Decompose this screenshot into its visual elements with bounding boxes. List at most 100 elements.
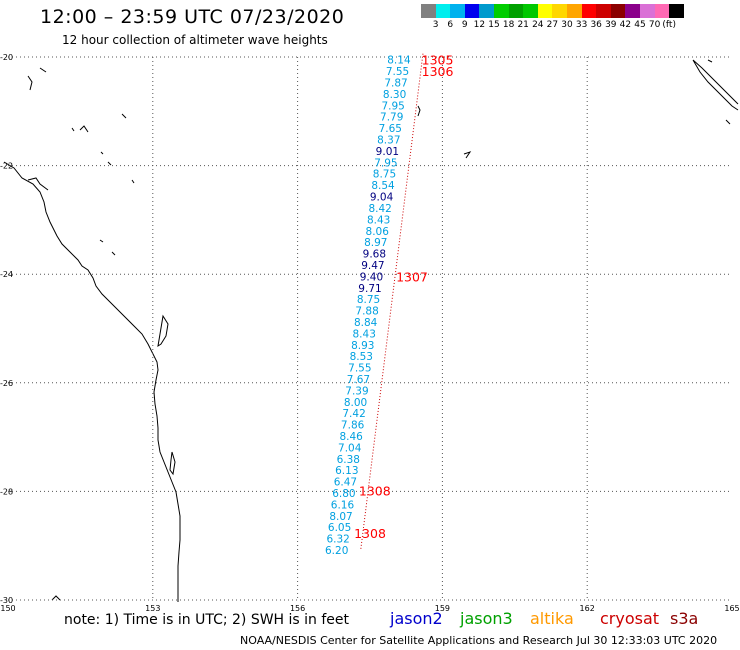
satellite-legend-cryosat: cryosat bbox=[600, 609, 660, 628]
wave-height-value: 9.01 bbox=[376, 146, 399, 158]
wave-height-value: 7.87 bbox=[384, 78, 407, 90]
longitude-label: 159 bbox=[435, 604, 450, 613]
wave-height-value: 7.42 bbox=[342, 408, 365, 420]
scale-label: 6 bbox=[447, 20, 454, 30]
latitude-label: -24 bbox=[0, 270, 13, 279]
wave-height-value: 7.65 bbox=[379, 123, 402, 135]
time-marker: 1307 bbox=[396, 269, 428, 284]
scale-swatch bbox=[639, 4, 655, 18]
small-island-5 bbox=[111, 251, 116, 256]
wave-height-value: 6.47 bbox=[334, 477, 357, 489]
scale-swatch bbox=[421, 4, 436, 18]
scale-label: 39 bbox=[605, 20, 617, 30]
latitude-label: -28 bbox=[0, 487, 13, 496]
small-island-4 bbox=[131, 179, 135, 184]
footer-note: note: 1) Time is in UTC; 2) SWH is in fe… bbox=[64, 612, 350, 628]
wave-height-value: 7.39 bbox=[345, 385, 368, 397]
isle-of-pines bbox=[725, 119, 731, 125]
reef-fragment-2 bbox=[27, 75, 33, 91]
wave-height-value: 8.75 bbox=[373, 169, 396, 181]
scale-label: 45 bbox=[634, 20, 646, 30]
wave-height-value: 8.46 bbox=[339, 431, 363, 443]
small-island-3 bbox=[107, 161, 112, 166]
wave-height-value: 8.93 bbox=[351, 340, 374, 352]
wave-height-value: 7.55 bbox=[348, 363, 371, 375]
moreton-island bbox=[169, 451, 176, 476]
latitude-label: -22 bbox=[0, 162, 13, 171]
wave-height-value: 7.04 bbox=[338, 442, 362, 454]
wave-height-value: 8.37 bbox=[377, 135, 400, 147]
wave-height-value: 6.32 bbox=[326, 534, 349, 546]
reef-fragment-1 bbox=[39, 67, 47, 73]
time-marker: 1305 bbox=[422, 53, 454, 68]
graticule bbox=[8, 56, 732, 601]
new-caledonia-coastline bbox=[692, 59, 739, 111]
time-marker: 1308 bbox=[354, 526, 386, 541]
chesterfield-island bbox=[417, 105, 421, 117]
scale-swatch bbox=[610, 4, 626, 18]
scale-swatch bbox=[537, 4, 553, 18]
scale-label: 3 bbox=[432, 20, 439, 30]
wave-height-scale: 3 6 9 12 15 18 21 24 27 30 33 36 39 42 45 70 (ft) bbox=[421, 4, 684, 32]
wave-height-value: 7.88 bbox=[355, 306, 378, 318]
scale-label: (ft) bbox=[662, 20, 676, 30]
wave-height-value: 9.40 bbox=[360, 271, 383, 283]
wave-height-value: 8.42 bbox=[368, 203, 391, 215]
scale-label: 36 bbox=[590, 20, 602, 30]
scale-labels: 3 6 9 12 15 18 21 24 27 30 33 36 39 42 45 70 (ft) bbox=[421, 18, 684, 32]
wave-height-value: 8.43 bbox=[353, 328, 376, 340]
wave-height-value: 6.13 bbox=[335, 465, 358, 477]
scale-swatch bbox=[654, 4, 670, 18]
wave-height-value: 7.67 bbox=[347, 374, 370, 386]
wave-height-value: 6.80 bbox=[332, 488, 355, 500]
scale-swatch bbox=[464, 4, 480, 18]
latitude-label: -20 bbox=[0, 53, 13, 62]
wave-height-value: 8.30 bbox=[383, 89, 406, 101]
longitude-label: 153 bbox=[145, 604, 160, 613]
small-reef-east bbox=[463, 151, 472, 159]
scale-swatches bbox=[421, 4, 684, 18]
scale-swatch bbox=[435, 4, 451, 18]
reef-fragment-3 bbox=[79, 125, 89, 133]
wave-height-value: 7.79 bbox=[380, 112, 403, 124]
wave-height-value: 8.00 bbox=[344, 397, 367, 409]
latitude-labels: -20 -22 -24 -26 -28 -30 bbox=[0, 53, 13, 605]
scale-swatch bbox=[625, 4, 640, 18]
wave-height-value: 7.95 bbox=[381, 100, 404, 112]
small-island-6 bbox=[99, 239, 104, 243]
wave-height-value: 6.20 bbox=[325, 545, 348, 557]
coastlines bbox=[3, 59, 739, 602]
wave-height-value: 7.95 bbox=[374, 157, 397, 169]
small-island-1 bbox=[71, 127, 75, 132]
fraser-island bbox=[157, 314, 169, 348]
scale-swatch bbox=[493, 4, 509, 18]
scale-swatch bbox=[552, 4, 567, 18]
wave-height-value: 8.43 bbox=[367, 214, 390, 226]
scale-swatch bbox=[523, 4, 538, 18]
scale-label: 21 bbox=[517, 20, 529, 30]
scale-label: 42 bbox=[619, 20, 632, 30]
scale-swatch bbox=[508, 4, 524, 18]
latitude-label: -30 bbox=[0, 596, 13, 605]
reef-fragment-4 bbox=[121, 113, 127, 119]
wave-height-value: 8.97 bbox=[364, 237, 387, 249]
scale-label: 12 bbox=[473, 20, 486, 30]
small-island-2 bbox=[100, 151, 104, 155]
wave-height-value: 7.55 bbox=[386, 66, 409, 78]
scale-label: 27 bbox=[546, 20, 559, 30]
satellite-legend-jason2: jason2 bbox=[390, 609, 443, 628]
wave-height-value: 9.68 bbox=[363, 249, 386, 261]
scale-swatch bbox=[450, 4, 465, 18]
wave-height-value: 8.06 bbox=[366, 226, 390, 238]
wave-height-value: 8.84 bbox=[354, 317, 378, 329]
satellite-legend-jason3: jason3 bbox=[460, 609, 513, 628]
wave-height-value: 8.75 bbox=[357, 294, 380, 306]
longitude-label: 156 bbox=[290, 604, 305, 613]
time-marker: 1308 bbox=[359, 483, 391, 498]
longitude-label: 150 bbox=[0, 604, 15, 613]
wave-height-value: 8.54 bbox=[371, 180, 395, 192]
wave-height-value: 9.47 bbox=[361, 260, 384, 272]
latitude-label: -26 bbox=[0, 379, 13, 388]
